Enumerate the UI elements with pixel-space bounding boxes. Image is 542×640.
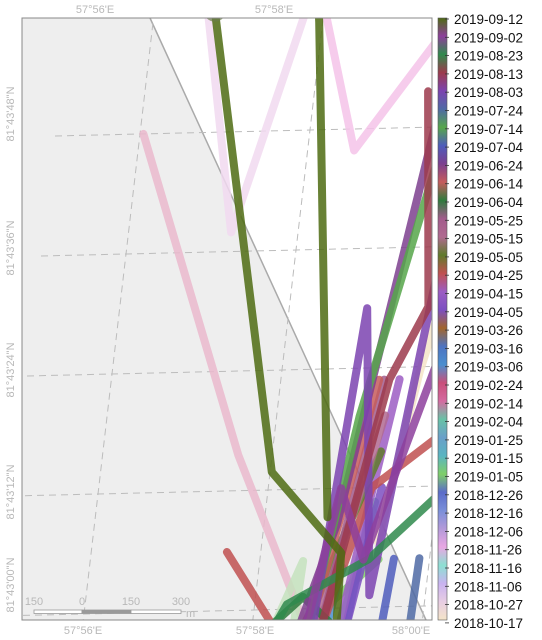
- track-2019-08-23: [273, 495, 432, 620]
- legend-date-label: 2019-08-23: [454, 49, 523, 64]
- legend-date-label: 2019-03-26: [454, 323, 523, 338]
- track-2018-12-06: [139, 129, 305, 619]
- legend-date-label: 2019-05-25: [454, 213, 523, 228]
- legend-date-label: 2019-05-05: [454, 250, 523, 265]
- legend-date-label: 2019-07-04: [454, 140, 524, 155]
- scale-bar-tick-label: 150: [122, 596, 140, 608]
- legend-labels: 2019-09-12 2019-09-02 2019-08-23 2019-08-13…: [454, 12, 524, 631]
- parallel-line: [40, 246, 432, 257]
- lon-tick-label: 57°58'E: [255, 4, 293, 16]
- legend-date-label: 2018-12-16: [454, 506, 523, 521]
- lat-tick-label: 81°43'00"N: [5, 557, 17, 612]
- track-2018-11-06: [204, 18, 308, 237]
- legend-date-label: 2019-04-15: [454, 287, 523, 302]
- legend-date-label: 2019-02-24: [454, 378, 524, 393]
- scale-bar: 150 0 150 300 m: [25, 596, 195, 620]
- legend-date-label: 2019-01-15: [454, 451, 523, 466]
- meridian-line: [252, 18, 324, 620]
- legend-date-label: 2019-01-05: [454, 470, 523, 485]
- legend-date-label: 2019-03-06: [454, 360, 523, 375]
- legend-date-label: 2018-12-26: [454, 488, 523, 503]
- parallel-line: [26, 365, 432, 377]
- scale-bar-tick-label: 150: [25, 596, 43, 608]
- track-2019-09-12: [211, 18, 346, 620]
- legend-date-label: 2019-05-15: [454, 232, 523, 247]
- legend-date-label: 2019-08-13: [454, 67, 523, 82]
- legend-date-label: 2019-09-12: [454, 12, 523, 27]
- lat-tick-label: 81°43'24"N: [5, 342, 17, 397]
- lat-tick-labels: 81°43'48"N 81°43'36"N 81°43'24"N 81°43'1…: [5, 86, 17, 612]
- legend-date-label: 2019-04-05: [454, 305, 523, 320]
- legend-date-label: 2019-04-25: [454, 268, 523, 283]
- lon-tick-label: 58°00'E: [392, 625, 430, 637]
- legend-colorbar: [437, 17, 448, 621]
- scale-bar-segment: [130, 609, 182, 614]
- lon-tick-label: 57°56'E: [64, 625, 102, 637]
- scale-bar-segment: [81, 609, 132, 614]
- date-legend: 2019-09-12 2019-09-02 2019-08-23 2019-08-13…: [437, 12, 524, 631]
- scale-bar-tick-label: 0: [79, 596, 85, 608]
- parallel-line: [22, 605, 432, 616]
- legend-ticks: [445, 18, 449, 624]
- legend-date-label: 2019-06-24: [454, 158, 524, 173]
- legend-date-label: 2019-07-14: [454, 122, 524, 137]
- legend-date-label: 2019-02-14: [454, 396, 524, 411]
- scale-bar-segment: [33, 609, 83, 614]
- track-start-marker: [206, 18, 224, 22]
- legend-date-label: 2019-08-03: [454, 85, 523, 100]
- lat-tick-label: 81°43'36"N: [5, 220, 17, 275]
- track-2019-09-12: [315, 18, 332, 522]
- lon-tick-label: 57°56'E: [76, 4, 114, 16]
- legend-date-label: 2019-03-16: [454, 341, 523, 356]
- track-2019-04-05: [343, 483, 386, 620]
- legend-date-label: 2019-01-25: [454, 433, 523, 448]
- legend-date-label: 2019-06-14: [454, 177, 524, 192]
- track-2018-11-26: [322, 18, 432, 155]
- parallel-line: [22, 485, 432, 497]
- lat-tick-label: 81°43'48"N: [5, 86, 17, 141]
- legend-date-label: 2018-11-26: [454, 543, 522, 558]
- legend-date-label: 2019-02-04: [454, 415, 524, 430]
- legend-date-label: 2019-09-02: [454, 30, 523, 45]
- map-panel-border: [21, 17, 433, 621]
- track-2019-09-02: [303, 364, 432, 620]
- scale-bar-unit: m: [186, 608, 195, 620]
- legend-date-label: 2018-11-06: [454, 579, 522, 594]
- legend-date-label: 2018-10-27: [454, 598, 523, 613]
- lon-tick-labels: 57°56'E 57°58'E 57°56'E 57°58'E 58°00'E: [64, 4, 430, 637]
- scale-bar-tick-label: 300: [172, 596, 190, 608]
- legend-date-label: 2018-11-16: [454, 561, 522, 576]
- meridian-line: [82, 18, 155, 620]
- legend-date-label: 2018-10-17: [454, 616, 523, 631]
- legend-date-label: 2018-12-06: [454, 524, 523, 539]
- tracks: [139, 18, 432, 620]
- lat-tick-label: 81°43'12"N: [5, 464, 17, 519]
- legend-date-label: 2019-07-24: [454, 104, 524, 119]
- legend-date-label: 2019-06-04: [454, 195, 524, 210]
- lon-tick-label: 57°58'E: [236, 625, 274, 637]
